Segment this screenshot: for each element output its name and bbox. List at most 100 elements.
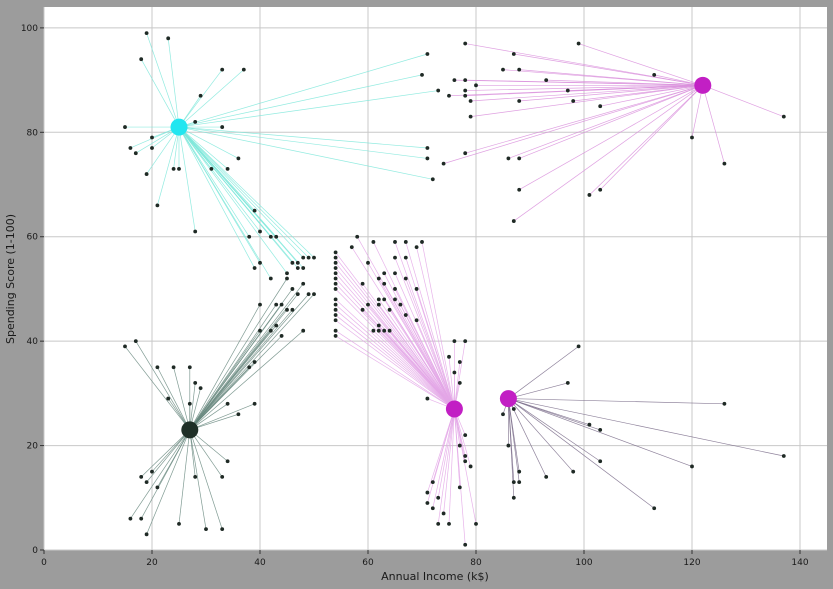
data-point: [312, 292, 316, 296]
data-point: [458, 485, 462, 489]
data-point: [512, 52, 516, 56]
data-point: [253, 209, 257, 213]
data-point: [242, 68, 246, 72]
data-point: [220, 68, 224, 72]
data-point: [512, 496, 516, 500]
data-point: [280, 334, 284, 338]
data-point: [123, 125, 127, 129]
data-point: [129, 517, 133, 521]
data-point: [253, 360, 257, 364]
data-point: [280, 303, 284, 307]
data-point: [334, 250, 338, 254]
data-point: [285, 308, 289, 312]
data-point: [517, 480, 521, 484]
data-point: [253, 266, 257, 270]
data-point: [285, 277, 289, 281]
x-tick-label: 60: [362, 558, 374, 568]
data-point: [517, 157, 521, 161]
data-point: [577, 344, 581, 348]
data-point: [512, 480, 516, 484]
centroid-marker: [694, 77, 711, 94]
x-tick-label: 100: [575, 558, 592, 568]
data-point: [588, 193, 592, 197]
data-point: [463, 454, 467, 458]
data-point: [334, 266, 338, 270]
data-point: [274, 324, 278, 328]
data-point: [247, 365, 251, 369]
data-point: [177, 522, 181, 526]
data-point: [296, 292, 300, 296]
data-point: [426, 397, 430, 401]
data-point: [258, 230, 262, 234]
data-point: [372, 329, 376, 333]
data-point: [420, 73, 424, 77]
data-point: [366, 261, 370, 265]
data-point: [723, 402, 727, 406]
data-point: [220, 475, 224, 479]
data-point: [258, 329, 262, 333]
data-point: [188, 402, 192, 406]
data-point: [463, 78, 467, 82]
data-point: [566, 381, 570, 385]
data-point: [598, 459, 602, 463]
data-point: [544, 78, 548, 82]
data-point: [382, 282, 386, 286]
data-point: [501, 68, 505, 72]
data-point: [447, 355, 451, 359]
data-point: [566, 89, 570, 93]
data-point: [204, 527, 208, 531]
centroid-marker: [500, 390, 517, 407]
data-point: [361, 282, 365, 286]
data-point: [453, 78, 457, 82]
data-point: [301, 266, 305, 270]
data-point: [463, 94, 467, 98]
data-point: [139, 475, 143, 479]
y-tick-label: 80: [27, 128, 39, 138]
data-point: [469, 115, 473, 119]
data-point: [517, 188, 521, 192]
centroid-marker: [171, 119, 188, 136]
data-point: [150, 470, 154, 474]
data-point: [123, 344, 127, 348]
data-point: [291, 287, 295, 291]
data-point: [474, 83, 478, 87]
data-point: [334, 287, 338, 291]
data-point: [415, 287, 419, 291]
data-point: [517, 68, 521, 72]
data-point: [469, 465, 473, 469]
data-point: [388, 329, 392, 333]
data-point: [723, 162, 727, 166]
data-point: [393, 256, 397, 260]
data-point: [269, 329, 273, 333]
data-point: [226, 402, 230, 406]
data-point: [393, 271, 397, 275]
data-point: [512, 407, 516, 411]
data-point: [377, 324, 381, 328]
data-point: [334, 256, 338, 260]
data-point: [258, 261, 262, 265]
data-point: [247, 235, 251, 239]
data-point: [399, 303, 403, 307]
data-point: [426, 491, 430, 495]
data-point: [156, 485, 160, 489]
y-axis-label: Spending Score (1-100): [4, 214, 17, 344]
data-point: [291, 261, 295, 265]
data-point: [447, 94, 451, 98]
data-point: [571, 470, 575, 474]
data-point: [436, 89, 440, 93]
data-point: [431, 480, 435, 484]
data-point: [237, 157, 241, 161]
x-tick-label: 40: [254, 558, 266, 568]
data-point: [150, 136, 154, 140]
data-point: [442, 512, 446, 516]
data-point: [172, 167, 176, 171]
x-tick-label: 140: [791, 558, 808, 568]
data-point: [782, 115, 786, 119]
data-point: [296, 266, 300, 270]
data-point: [134, 151, 138, 155]
data-point: [458, 444, 462, 448]
data-point: [690, 136, 694, 140]
data-point: [307, 256, 311, 260]
data-point: [134, 339, 138, 343]
data-point: [507, 157, 511, 161]
